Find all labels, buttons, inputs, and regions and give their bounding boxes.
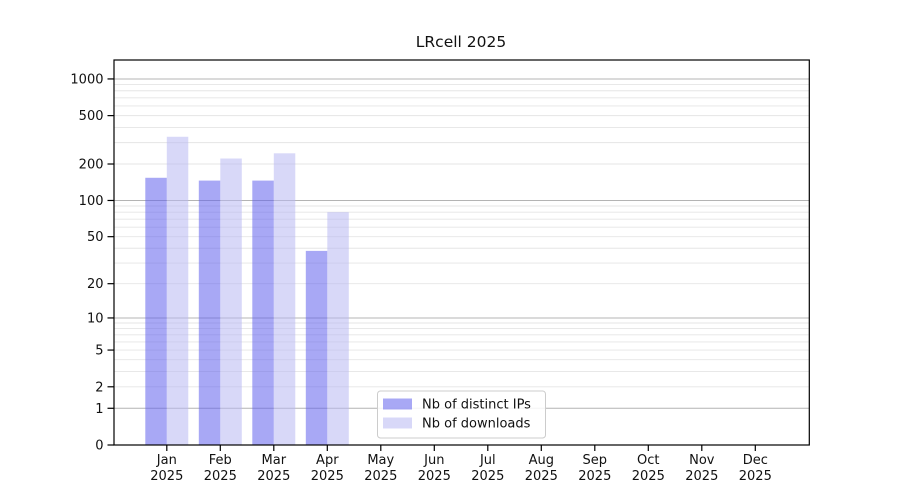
y-tick-label-5: 5 [95, 344, 103, 359]
bar-distinct-ips-apr [305, 250, 328, 445]
x-tick-label-month-sep: Sep [583, 453, 608, 468]
y-tick-label-1000: 1000 [70, 72, 103, 87]
bar-distinct-ips-mar [252, 180, 274, 445]
y-tick-label-0: 0 [95, 439, 103, 454]
chart-title: LRcell 2025 [416, 33, 506, 51]
x-tick-label-year-jun: 2025 [418, 469, 451, 484]
legend-label-distinct-ips: Nb of distinct IPs [422, 398, 531, 413]
x-tick-label-year-oct: 2025 [632, 469, 665, 484]
x-tick-label-month-mar: Mar [262, 453, 287, 468]
bar-downloads-apr [327, 212, 349, 445]
bars-layer [145, 136, 349, 446]
plot-border [113, 59, 810, 446]
legend-box [377, 390, 546, 439]
x-tick-label-month-aug: Aug [529, 453, 554, 468]
x-tick-label-month-apr: Apr [316, 453, 339, 468]
x-tick-label-month-nov: Nov [689, 453, 715, 468]
x-tick-label-month-feb: Feb [209, 453, 232, 468]
x-tick-label-year-may: 2025 [364, 469, 397, 484]
legend-layer: Nb of distinct IPs Nb of downloads [377, 390, 546, 439]
x-tick-label-year-jul: 2025 [471, 469, 504, 484]
x-tick-label-month-jul: Jul [479, 453, 496, 468]
y-tick-label-2: 2 [95, 380, 103, 395]
y-tick-label-500: 500 [79, 109, 104, 124]
x-tick-label-year-dec: 2025 [739, 469, 772, 484]
axes-layer: 01251020501002005001000Jan2025Feb2025Mar… [70, 59, 810, 484]
legend-swatch-distinct-ips [383, 398, 412, 410]
x-tick-label-year-sep: 2025 [578, 469, 611, 484]
y-tick-label-100: 100 [79, 194, 104, 209]
x-tick-label-year-apr: 2025 [311, 469, 344, 484]
x-tick-label-month-jun: Jun [423, 453, 444, 468]
legend-swatch-downloads [383, 417, 412, 429]
x-tick-label-month-jan: Jan [156, 453, 177, 468]
x-tick-label-year-nov: 2025 [685, 469, 718, 484]
y-tick-label-1: 1 [95, 402, 103, 417]
bar-distinct-ips-feb [198, 180, 221, 445]
bar-distinct-ips-jan [145, 177, 167, 445]
x-tick-label-month-oct: Oct [637, 453, 659, 468]
x-tick-label-year-jan: 2025 [150, 469, 183, 484]
x-tick-label-month-may: May [367, 453, 394, 468]
y-tick-label-10: 10 [87, 311, 104, 326]
bar-downloads-jan [166, 136, 189, 445]
x-tick-label-year-aug: 2025 [525, 469, 558, 484]
y-tick-label-50: 50 [87, 230, 104, 245]
x-tick-label-year-mar: 2025 [257, 469, 290, 484]
y-tick-label-20: 20 [87, 277, 104, 292]
y-tick-label-200: 200 [79, 158, 104, 173]
x-tick-label-month-dec: Dec [743, 453, 768, 468]
bar-downloads-mar [273, 153, 296, 446]
legend-label-downloads: Nb of downloads [422, 417, 531, 432]
bar-downloads-feb [220, 158, 242, 445]
x-tick-label-year-feb: 2025 [204, 469, 237, 484]
